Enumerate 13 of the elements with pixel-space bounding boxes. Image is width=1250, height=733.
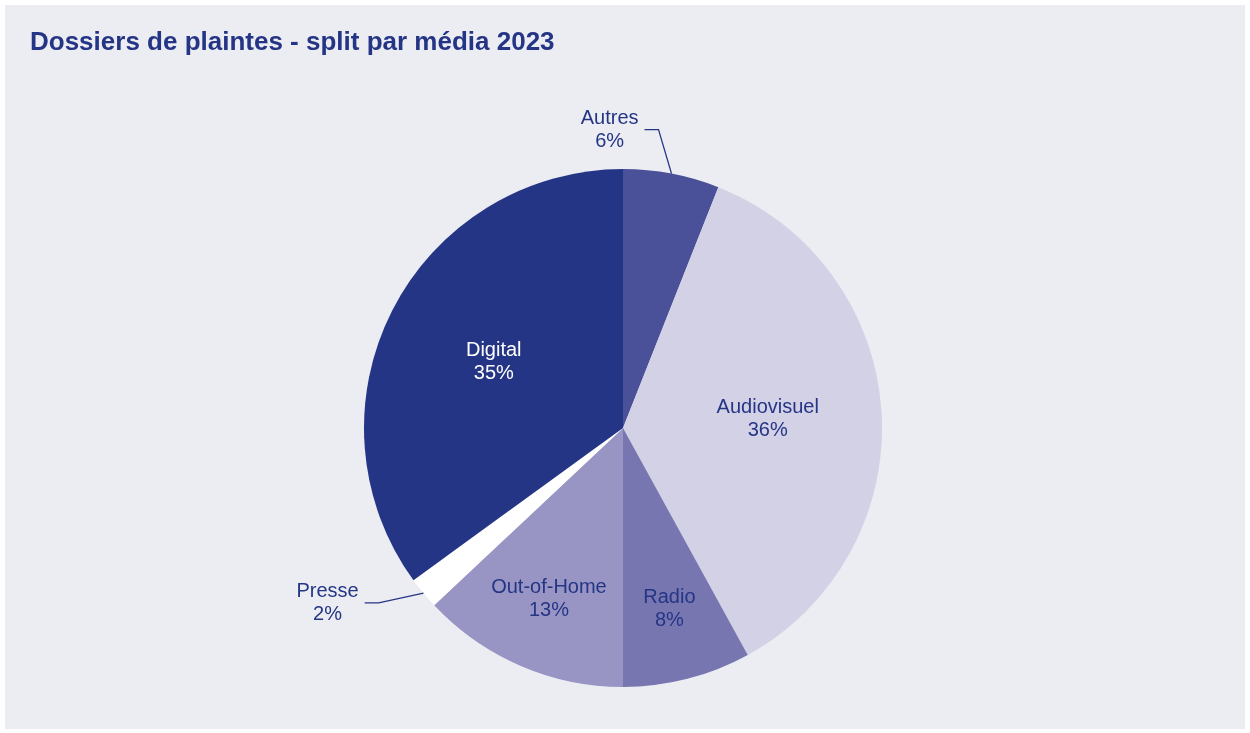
slice-label: Audiovisuel (716, 394, 819, 417)
data-label: 35% (473, 361, 514, 384)
data-label: 13% (528, 598, 570, 621)
data-label: 8% (654, 607, 685, 630)
slice-label: Radio (643, 584, 696, 607)
slice-label: Autres (580, 105, 639, 128)
data-label: 36% (747, 417, 788, 440)
data-label: 6% (595, 128, 625, 151)
chart-title: Dossiers de plaintes - split par média 2023 (30, 26, 555, 57)
data-label: 2% (313, 601, 343, 624)
slice-label: Out-of-Home (491, 575, 607, 598)
slice-label: Digital (465, 338, 522, 361)
slice-label: Presse (296, 578, 359, 601)
